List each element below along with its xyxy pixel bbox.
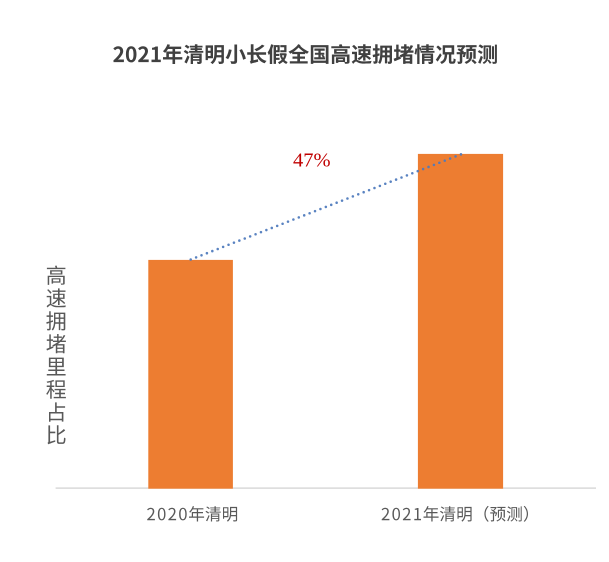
svg-text:47%: 47%	[293, 150, 331, 172]
